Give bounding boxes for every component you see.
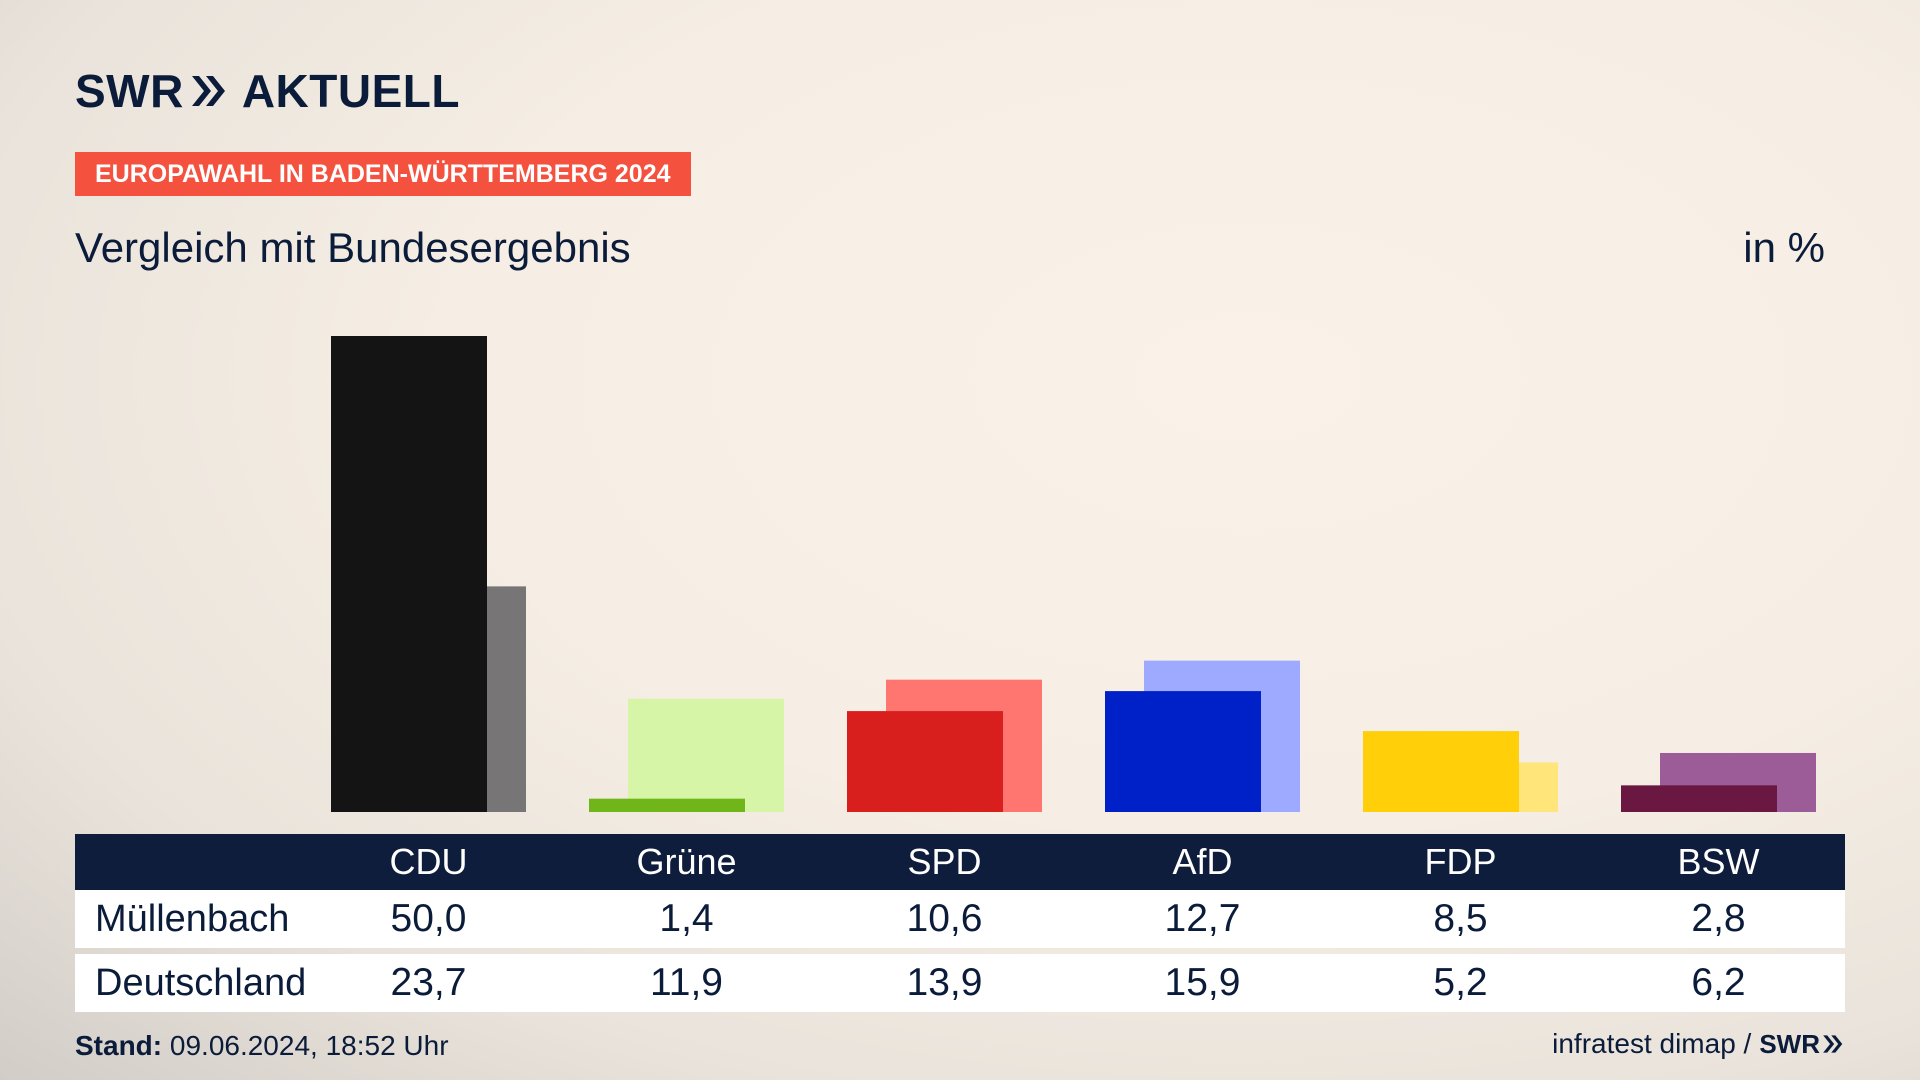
bar-muellenbach-afd [1105, 691, 1261, 812]
chart-subtitle: Vergleich mit Bundesergebnis [75, 224, 631, 271]
bar-muellenbach-cdu [331, 336, 487, 812]
results-table: CDU Grüne SPD AfD FDP BSW Müllenbach 50,0 1,4 1… [75, 834, 1845, 1012]
small-swr-logo: SWR [1759, 1029, 1820, 1059]
stand-label: Stand: [75, 1030, 163, 1061]
value-muellenbach-afd: 12,7 [1164, 897, 1241, 940]
unit-label: in % [1743, 224, 1825, 271]
value-muellenbach-cdu: 50,0 [390, 897, 467, 940]
value-muellenbach-fdp: 8,5 [1433, 897, 1488, 940]
bar-muellenbach-fdp [1363, 731, 1519, 812]
stand-value: 09.06.2024, 18:52 Uhr [169, 1030, 449, 1061]
bar-muellenbach-gruene [589, 798, 745, 812]
value-muellenbach-gruene: 1,4 [659, 897, 714, 940]
row-label-deutschland: Deutschland [95, 962, 307, 1004]
source-text: infratest dimap / [1552, 1028, 1752, 1059]
column-header-bsw: BSW [1677, 841, 1760, 882]
election-badge: EUROPAWAHL IN BADEN-WÜRTTEMBERG 2024 [75, 152, 691, 196]
value-deutschland-spd: 13,9 [906, 961, 983, 1004]
table-row: Müllenbach 50,0 1,4 10,6 12,7 8,5 2,8 [75, 890, 1845, 948]
swr-aktuell-logo: SWR AKTUELL [75, 66, 460, 116]
value-deutschland-bsw: 6,2 [1691, 961, 1746, 1004]
value-muellenbach-bsw: 2,8 [1691, 897, 1746, 940]
row-label-muellenbach: Müllenbach [95, 898, 290, 940]
source-credit: infratest dimap / SWR [1552, 1026, 1844, 1062]
value-deutschland-fdp: 5,2 [1433, 961, 1488, 1004]
column-header-fdp: FDP [1424, 841, 1497, 882]
bar-muellenbach-spd [847, 711, 1003, 812]
logo-aktuell-text: AKTUELL [241, 65, 460, 117]
value-muellenbach-spd: 10,6 [906, 897, 983, 940]
column-header-gruene: Grüne [636, 841, 737, 882]
bar-muellenbach-bsw [1621, 785, 1777, 812]
bar-deutschland-gruene [628, 698, 784, 812]
logo-swr-text: SWR [75, 65, 184, 117]
value-deutschland-afd: 15,9 [1164, 961, 1241, 1004]
chevron-double-right-icon [1823, 1035, 1843, 1053]
column-header-spd: SPD [907, 841, 982, 882]
table-row: Deutschland 23,7 11,9 13,9 15,9 5,2 6,2 [75, 954, 1845, 1012]
timestamp: Stand: 09.06.2024, 18:52 Uhr [75, 1028, 449, 1064]
chevron-double-right-icon [191, 76, 225, 106]
column-header-cdu: CDU [389, 841, 468, 882]
column-header-afd: AfD [1172, 841, 1233, 882]
value-deutschland-gruene: 11,9 [649, 961, 723, 1004]
table-header: CDU Grüne SPD AfD FDP BSW [75, 834, 1845, 890]
bar-chart [331, 336, 1816, 812]
value-deutschland-cdu: 23,7 [390, 961, 467, 1004]
